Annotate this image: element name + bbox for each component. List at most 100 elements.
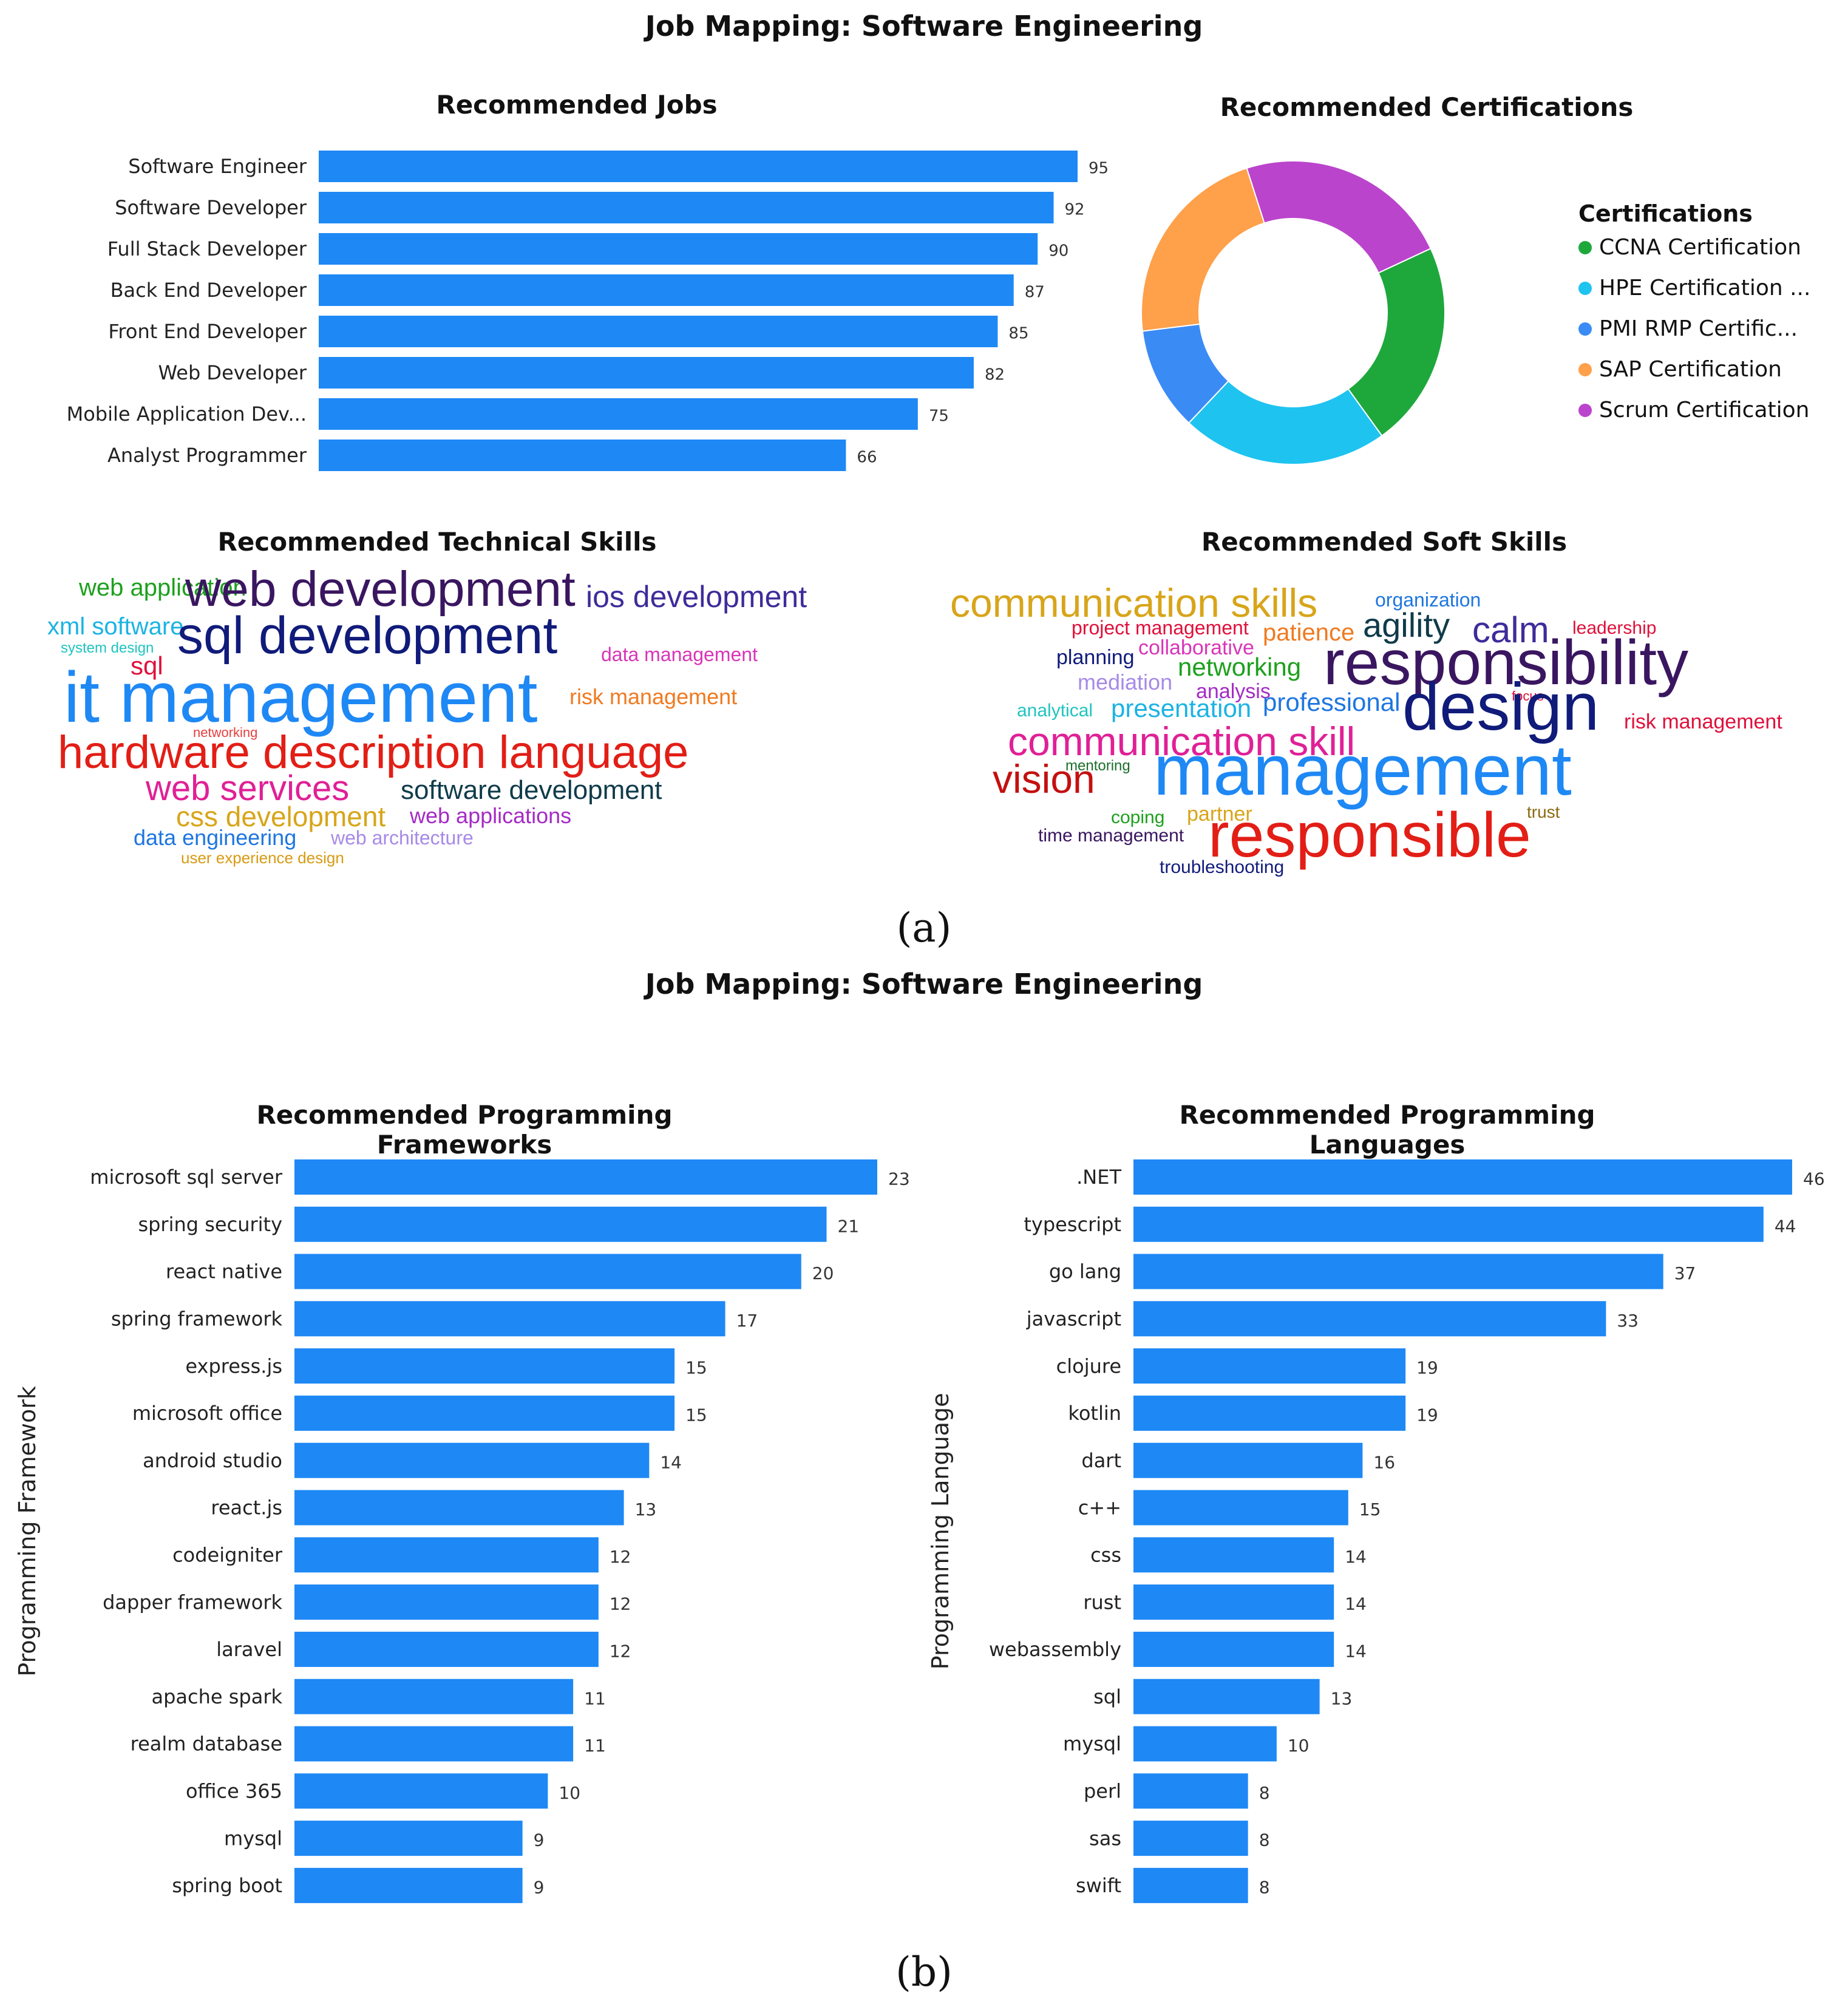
word: communication skill — [1008, 719, 1356, 764]
bar — [294, 1537, 599, 1573]
value-label: 12 — [610, 1547, 631, 1567]
bar — [319, 398, 918, 430]
word: patience — [1263, 619, 1355, 646]
word: risk management — [569, 684, 738, 709]
word: calm — [1472, 609, 1549, 650]
certs-chart-title: Recommended Certifications — [1220, 92, 1634, 122]
value-label: 82 — [985, 366, 1005, 384]
value-label: 21 — [838, 1216, 860, 1236]
word: system design — [61, 640, 154, 656]
soft-skills-wordcloud: communication skills organization projec… — [947, 571, 1840, 886]
bar — [294, 1348, 675, 1384]
value-label: 8 — [1259, 1830, 1270, 1850]
bar — [1133, 1631, 1334, 1667]
bar — [319, 316, 998, 347]
category-label: Front End Developer — [108, 320, 307, 343]
value-label: 15 — [1359, 1499, 1381, 1519]
category-label: webassembly — [989, 1638, 1121, 1661]
word: professional — [1263, 688, 1401, 716]
y-axis-label: Programming Language — [927, 1393, 954, 1670]
word: networking — [193, 725, 258, 740]
word: leadership — [1572, 618, 1657, 638]
value-label: 95 — [1089, 160, 1109, 178]
word: it management — [64, 657, 538, 738]
word: analysis — [1196, 680, 1271, 703]
word: sql — [131, 651, 163, 680]
word: agility — [1363, 606, 1450, 644]
value-label: 15 — [685, 1358, 707, 1378]
bar — [1133, 1395, 1406, 1431]
section-a-title: Job Mapping: Software Engineering — [645, 10, 1203, 42]
category-label: dapper framework — [103, 1591, 282, 1614]
legend-label: PMI RMP Certific... — [1599, 316, 1798, 341]
section-b-label: (b) — [895, 1949, 953, 1995]
category-label: typescript — [1024, 1213, 1121, 1236]
bar — [294, 1631, 599, 1667]
bar — [294, 1206, 827, 1242]
tech-skills-title: Recommended Technical Skills — [217, 527, 657, 557]
legend-label: CCNA Certification — [1599, 235, 1801, 260]
value-label: 46 — [1803, 1169, 1825, 1189]
word: data engineering — [134, 825, 297, 850]
donut-slice — [1141, 167, 1265, 332]
category-label: microsoft office — [132, 1402, 282, 1425]
bar — [1133, 1490, 1348, 1526]
category-label: css — [1090, 1544, 1121, 1567]
word: xml software — [47, 613, 184, 640]
word: analytical — [1017, 701, 1093, 721]
legend-item: PMI RMP Certific... — [1578, 308, 1846, 349]
bar — [319, 151, 1078, 182]
section-b-title: Job Mapping: Software Engineering — [645, 968, 1203, 1000]
word: coping — [1111, 807, 1165, 827]
legend-label: SAP Certification — [1599, 357, 1782, 382]
word: troubleshooting — [1160, 857, 1285, 877]
jobs-chart-title: Recommended Jobs — [436, 90, 718, 120]
section-a-label: (a) — [896, 905, 952, 951]
category-label: Mobile Application Dev... — [67, 402, 307, 426]
word: web architecture — [331, 827, 474, 849]
category-label: javascript — [1026, 1308, 1121, 1331]
soft-skills-title: Recommended Soft Skills — [1201, 527, 1568, 557]
bar — [294, 1821, 523, 1856]
value-label: 9 — [534, 1878, 545, 1898]
word: networking — [1178, 653, 1302, 681]
value-label: 44 — [1775, 1216, 1796, 1236]
bar — [1133, 1726, 1277, 1762]
bar — [1133, 1254, 1663, 1289]
legend-item: CCNA Certification — [1578, 227, 1846, 268]
legend-item: SAP Certification — [1578, 349, 1846, 390]
donut-slice — [1187, 380, 1383, 465]
bar — [319, 440, 846, 471]
bar — [1133, 1821, 1248, 1856]
value-label: 8 — [1259, 1783, 1270, 1803]
value-label: 10 — [559, 1783, 580, 1803]
value-label: 13 — [635, 1499, 657, 1519]
bar — [294, 1679, 574, 1714]
value-label: 11 — [584, 1736, 606, 1756]
bar — [294, 1254, 801, 1289]
frameworks-bar-chart: microsoft sql server 23 spring security 21 r… — [14, 1159, 910, 1903]
word: data management — [601, 643, 758, 665]
word: sql development — [177, 606, 558, 665]
word: presentation — [1111, 694, 1252, 722]
bar — [1133, 1867, 1248, 1903]
bar — [294, 1584, 599, 1620]
category-label: spring framework — [111, 1308, 283, 1331]
value-label: 14 — [1345, 1594, 1367, 1614]
bar — [1133, 1537, 1334, 1573]
bar — [1133, 1301, 1606, 1337]
category-label: microsoft sql server — [90, 1166, 283, 1189]
word: web services — [146, 769, 350, 808]
legend-item: HPE Certification ... — [1578, 268, 1846, 308]
bar — [1133, 1442, 1363, 1478]
legend-label: HPE Certification ... — [1599, 276, 1811, 300]
value-label: 11 — [584, 1688, 606, 1708]
category-label: laravel — [216, 1638, 282, 1661]
bar — [1133, 1348, 1406, 1384]
category-label: mysql — [1063, 1733, 1121, 1756]
value-label: 23 — [888, 1169, 910, 1189]
value-label: 16 — [1373, 1452, 1395, 1472]
category-label: mysql — [224, 1827, 282, 1850]
word: web applications — [410, 803, 572, 828]
category-label: android studio — [143, 1449, 282, 1472]
